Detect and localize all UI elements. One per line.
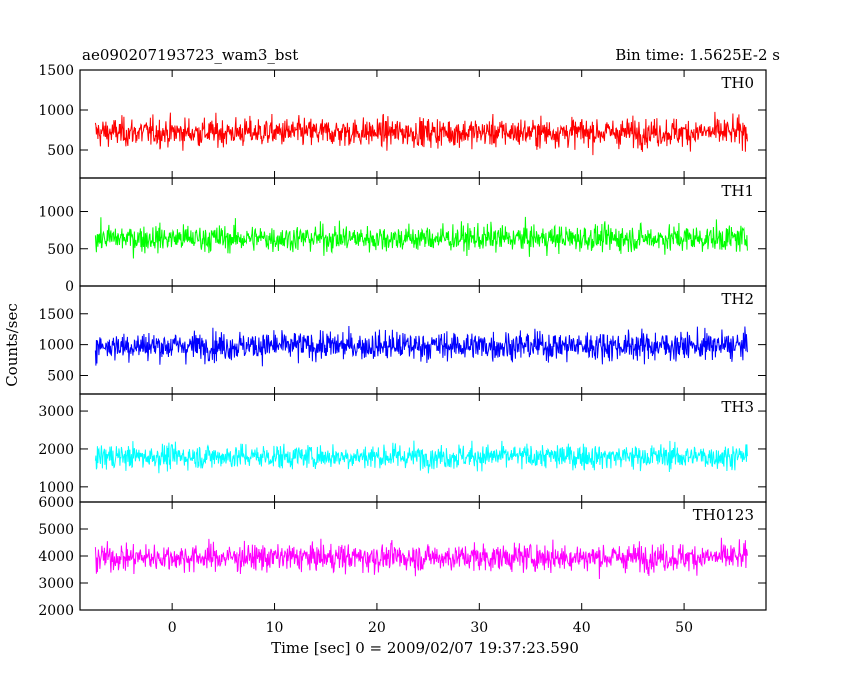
y-tick-label-th0123-4: 6000 [38, 495, 74, 511]
chart-title: ae090207193723_wam3_bst [82, 46, 298, 64]
panel-label-th2: TH2 [721, 290, 754, 308]
y-tick-label-th1-1: 500 [47, 242, 74, 258]
series-trace-th0 [94, 111, 748, 156]
x-tick-label-1: 10 [266, 620, 284, 636]
x-tick-label-3: 30 [470, 620, 488, 636]
panels-group: 50010001500TH005001000TH150010001500TH21… [38, 63, 767, 636]
x-tick-label-4: 40 [573, 620, 591, 636]
y-tick-label-th0123-3: 5000 [38, 522, 74, 538]
panel-label-th1: TH1 [721, 182, 754, 200]
y-tick-label-th1-2: 1000 [38, 205, 74, 221]
series-trace-th3 [94, 440, 748, 474]
bin-time-label: Bin time: 1.5625E-2 s [615, 46, 780, 64]
y-tick-label-th1-0: 0 [65, 279, 74, 295]
y-tick-label-th0123-2: 4000 [38, 549, 74, 565]
panel-label-th0: TH0 [721, 74, 754, 92]
y-tick-label-th3-0: 1000 [38, 480, 74, 496]
panel-frame-th3 [79, 393, 767, 503]
panel-label-th0123: TH0123 [693, 506, 754, 524]
y-tick-label-th3-1: 2000 [38, 442, 74, 458]
y-tick-label-th3-2: 3000 [38, 404, 74, 420]
y-tick-label-th2-1: 1000 [38, 338, 74, 354]
x-tick-label-5: 50 [675, 620, 693, 636]
y-axis-label: Counts/sec [3, 303, 21, 387]
x-tick-label-0: 0 [168, 620, 177, 636]
x-axis-label: Time [sec] 0 = 2009/02/07 19:37:23.590 [271, 639, 579, 657]
y-tick-label-th0123-1: 3000 [38, 576, 74, 592]
series-trace-th0123 [94, 537, 748, 580]
panel-label-th3: TH3 [721, 398, 754, 416]
y-tick-label-th2-0: 500 [47, 368, 74, 384]
y-tick-label-th0123-0: 2000 [38, 603, 74, 619]
y-tick-label-th2-2: 1500 [38, 307, 74, 323]
series-trace-th1 [94, 216, 748, 259]
y-tick-label-th0-0: 500 [47, 143, 74, 159]
y-tick-label-th0-1: 1000 [38, 103, 74, 119]
y-tick-label-th0-2: 1500 [38, 63, 74, 79]
series-trace-th2 [94, 325, 748, 367]
x-tick-label-2: 20 [368, 620, 386, 636]
